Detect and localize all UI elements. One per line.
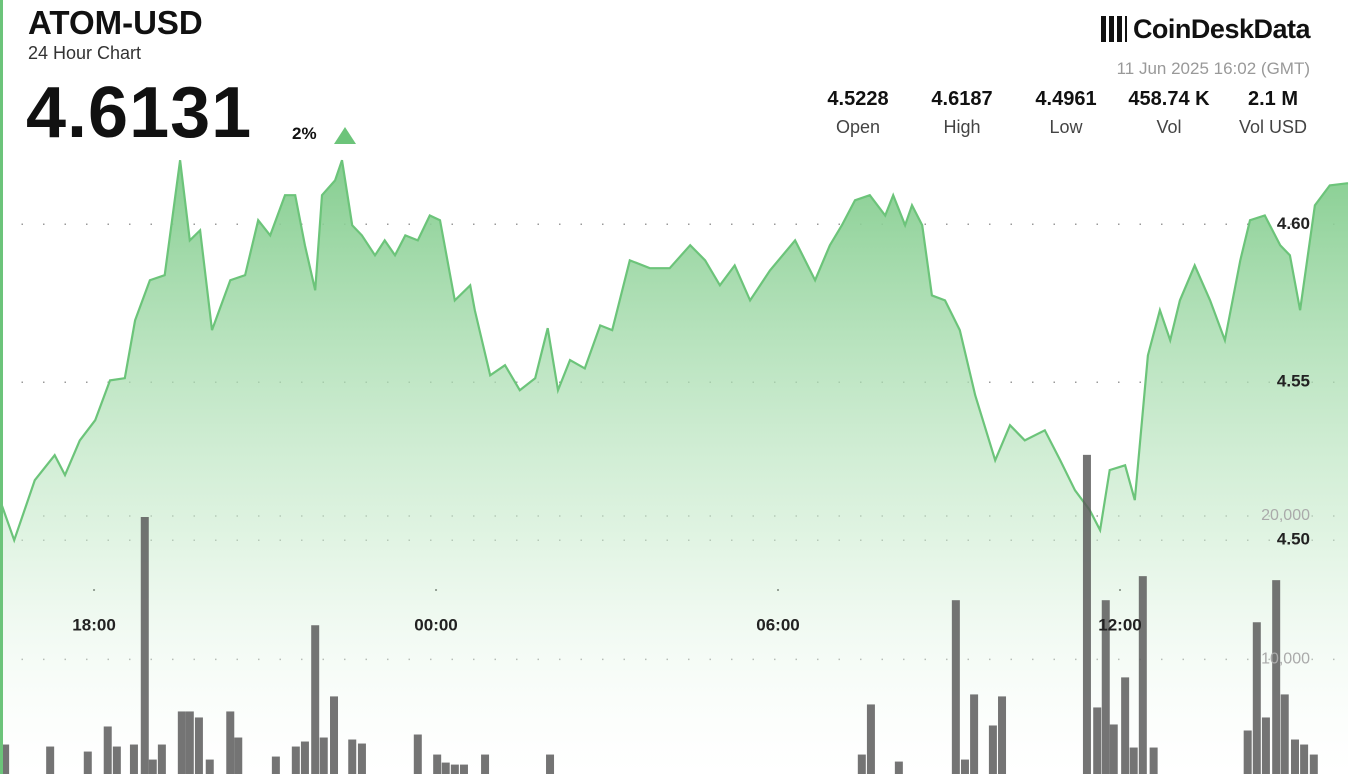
volume-bar (330, 696, 339, 774)
volume-bar (271, 756, 280, 774)
volume-bar (311, 625, 320, 774)
volume-bar (194, 717, 203, 774)
y2-tick-label: 20,000 (1261, 507, 1310, 524)
volume-bar (129, 744, 138, 774)
volume-bar (46, 746, 55, 774)
volume-bar (894, 761, 903, 774)
subtitle: 24 Hour Chart (28, 43, 142, 63)
change: 2% (292, 124, 317, 143)
volume-bar (157, 744, 166, 774)
volume-bar (205, 759, 214, 774)
x-tick-label: 12:00 (1098, 615, 1141, 634)
volume-bar (1109, 724, 1118, 774)
volume-bar (1, 744, 10, 774)
volume-bar (988, 725, 997, 774)
price-line (0, 159, 1349, 544)
volume-bar (1261, 717, 1270, 774)
volume-bar (857, 754, 866, 774)
volume-bar (1138, 576, 1147, 774)
volume-bar (319, 737, 328, 774)
volume-bar (413, 734, 422, 774)
left-accent (0, 0, 3, 774)
stat-value: 4.6187 (931, 88, 993, 110)
volume-bar (177, 711, 186, 774)
stat-value: 458.74 K (1128, 88, 1210, 110)
stat-label: Low (1049, 117, 1083, 137)
logo: CoinDeskData (1100, 14, 1311, 45)
volume-bar (441, 762, 450, 774)
volume-bar (998, 696, 1007, 774)
volume-bar (960, 759, 969, 774)
timestamp: 11 Jun 2025 16:02 (GMT) (1116, 59, 1310, 78)
volume-bar (1082, 454, 1091, 774)
volume-bar (459, 764, 468, 774)
volume-bar (1129, 747, 1138, 774)
stat-label: Vol USD (1238, 117, 1308, 137)
volume-bar (1149, 747, 1158, 774)
stat-value: 4.4961 (1035, 88, 1097, 110)
y2-tick-label: 10,000 (1261, 651, 1310, 668)
y-tick-label: 4.60 (1277, 214, 1310, 233)
volume-bar (148, 759, 157, 774)
stat: 458.74 K Vol (1114, 88, 1224, 138)
volume-bar (1101, 600, 1110, 774)
volume-bar (1300, 744, 1309, 774)
volume-bar (866, 704, 875, 774)
x-tick-label: 06:00 (756, 615, 799, 634)
price: 4.6131 (26, 73, 253, 153)
volume-bar (1243, 730, 1252, 774)
volume-bar (481, 754, 490, 774)
volume-bar (433, 754, 442, 774)
volume-bar (1252, 622, 1261, 774)
volume-bar (234, 737, 243, 774)
y-tick-label: 4.55 (1277, 372, 1310, 391)
volume-bar (140, 517, 149, 774)
stat-label: Open (835, 117, 881, 137)
volume-bar (226, 711, 235, 774)
volume-bar (1309, 754, 1318, 774)
volume-bar (300, 741, 309, 774)
volume-bar (1121, 677, 1130, 774)
volume-bar (1290, 739, 1299, 774)
volume-bar (546, 754, 555, 774)
stat-label: High (943, 117, 981, 137)
volume-bar (83, 751, 92, 774)
x-tick-label: 00:00 (414, 615, 457, 634)
up-arrow (334, 127, 356, 144)
volume-bar (348, 739, 357, 774)
y-tick-label: 4.50 (1277, 530, 1310, 549)
volume-bar (185, 711, 194, 774)
stat: 4.6187 High (907, 88, 1017, 138)
volume-bar (1093, 707, 1102, 774)
volume-bar (357, 743, 366, 774)
stat: 4.4961 Low (1011, 88, 1121, 138)
volume-bar (951, 600, 960, 774)
volume-bar (1280, 694, 1289, 774)
volume-bar (1272, 580, 1281, 774)
volume-bar (112, 746, 121, 774)
logo-text: CoinDeskData (1132, 14, 1311, 44)
stat: 2.1 M Vol USD (1218, 88, 1328, 138)
stat-value: 4.5228 (827, 88, 889, 110)
x-tick-label: 18:00 (72, 615, 115, 634)
stat-label: Vol (1156, 117, 1182, 137)
volume-bar (291, 746, 300, 774)
volume-bar (103, 726, 112, 774)
stat-value: 2.1 M (1247, 88, 1299, 110)
logo-icon (1100, 16, 1127, 42)
volume-bar (970, 694, 979, 774)
title: ATOM-USD (28, 4, 203, 41)
stat: 4.5228 Open (803, 88, 913, 138)
volume-bar (450, 764, 459, 774)
area-fill (0, 160, 1348, 774)
